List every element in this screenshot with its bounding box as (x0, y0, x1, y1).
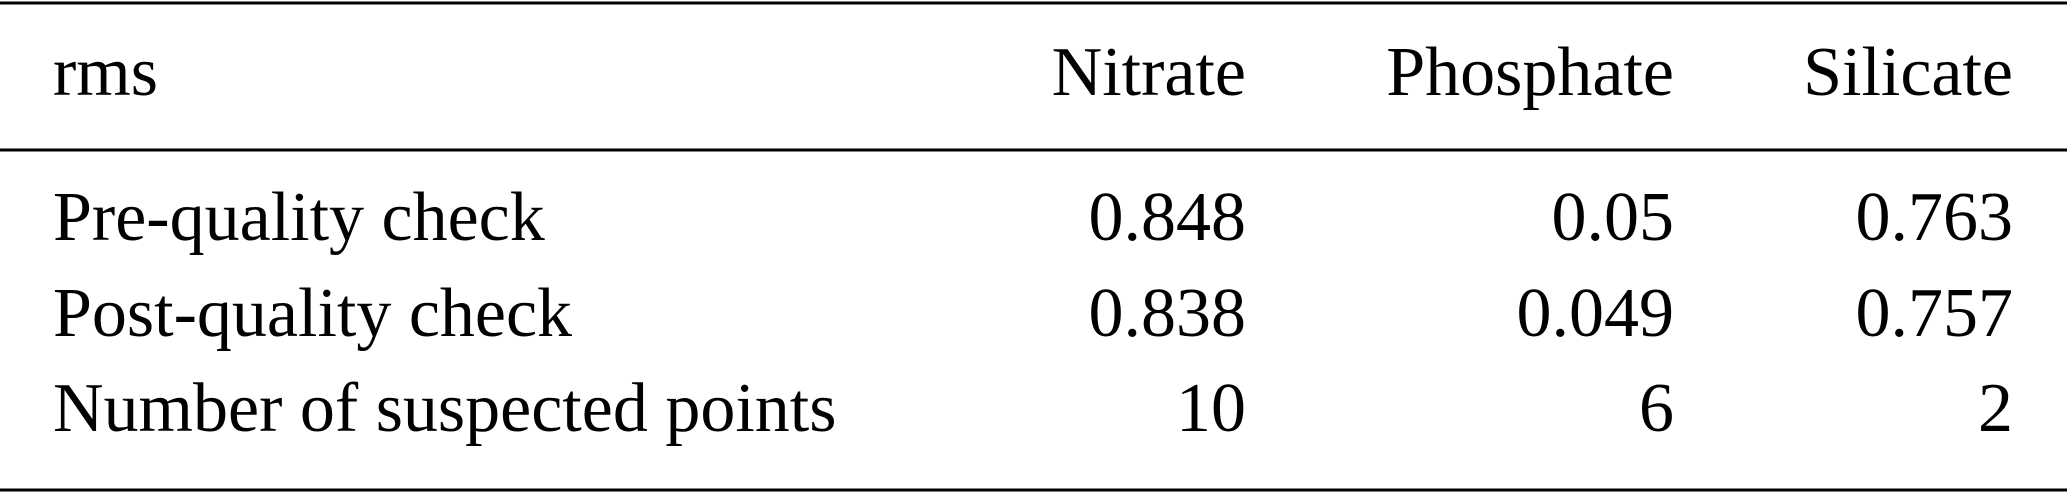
row-label: Number of suspected points (53, 370, 836, 447)
cell: 0.05 (1552, 179, 1675, 256)
header-cell: rms (53, 34, 158, 111)
cell: 10 (1176, 370, 1246, 447)
header-cell: Silicate (1803, 34, 2013, 111)
cell: 0.848 (1089, 179, 1247, 256)
cell: 0.838 (1089, 275, 1247, 352)
row-label: Post-quality check (53, 275, 572, 352)
header-cell: Nitrate (1052, 34, 1246, 111)
cell: 2 (1978, 370, 2013, 447)
header-cell: Phosphate (1386, 34, 1674, 111)
row-label: Pre-quality check (53, 179, 545, 256)
cell: 0.757 (1856, 275, 2014, 352)
cell: 6 (1639, 370, 1674, 447)
cell: 0.763 (1856, 179, 2014, 256)
cell: 0.049 (1517, 275, 1675, 352)
